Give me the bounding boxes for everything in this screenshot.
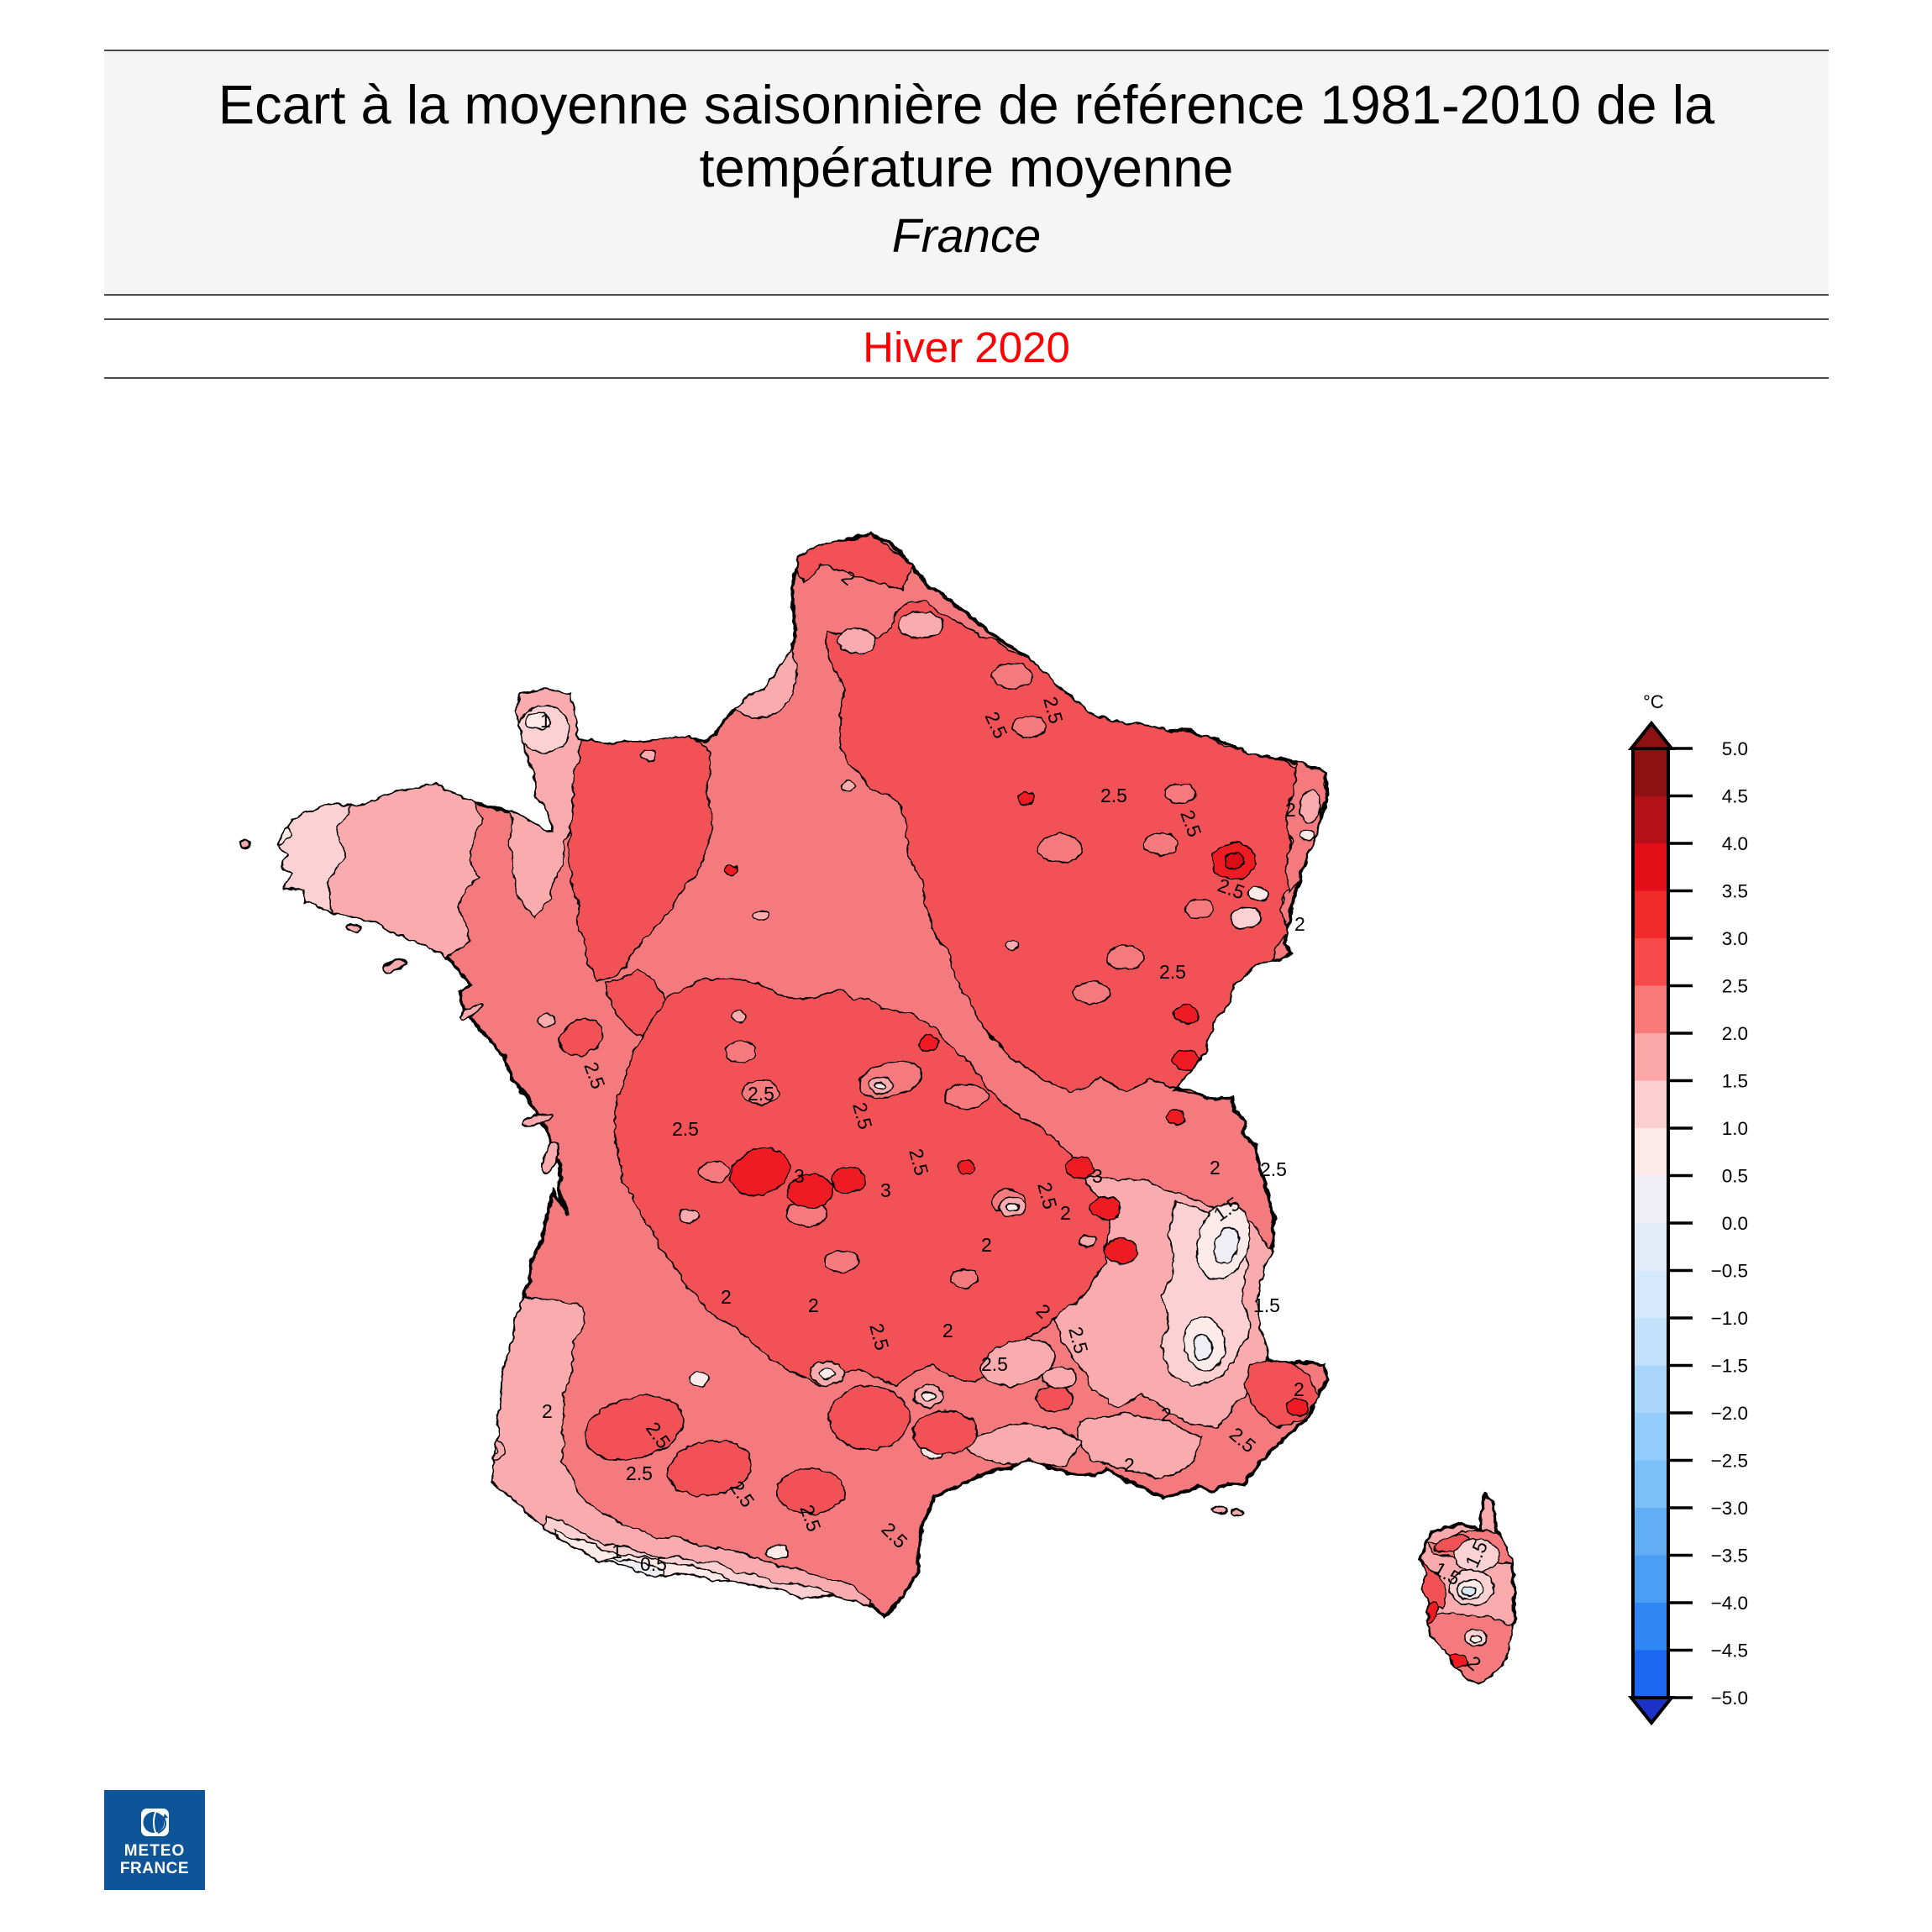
svg-text:2: 2 <box>981 1234 992 1256</box>
svg-text:3: 3 <box>794 1165 805 1187</box>
svg-text:−2.5: −2.5 <box>1711 1451 1748 1472</box>
svg-text:2.5: 2.5 <box>748 1083 774 1105</box>
svg-text:−3.0: −3.0 <box>1711 1498 1748 1519</box>
svg-text:2: 2 <box>721 1286 732 1308</box>
svg-text:4.5: 4.5 <box>1722 786 1748 807</box>
svg-text:1: 1 <box>540 710 551 732</box>
svg-text:2: 2 <box>1294 913 1305 935</box>
svg-text:°C: °C <box>1643 691 1664 712</box>
svg-text:2.5: 2.5 <box>626 1462 653 1484</box>
svg-text:2.5: 2.5 <box>1159 961 1186 983</box>
svg-text:1.5: 1.5 <box>1253 1294 1280 1316</box>
svg-text:3.5: 3.5 <box>1722 881 1748 902</box>
svg-text:1.0: 1.0 <box>1722 1118 1748 1139</box>
svg-text:2: 2 <box>1210 1157 1221 1179</box>
svg-text:−3.5: −3.5 <box>1711 1546 1748 1567</box>
svg-text:−2.0: −2.0 <box>1711 1403 1748 1424</box>
svg-text:2.0: 2.0 <box>1722 1023 1748 1044</box>
svg-text:0.0: 0.0 <box>1722 1213 1748 1234</box>
svg-text:2.5: 2.5 <box>672 1118 699 1140</box>
svg-text:2: 2 <box>1161 1404 1172 1425</box>
svg-text:1: 1 <box>612 1541 622 1562</box>
svg-text:2: 2 <box>942 1320 953 1341</box>
svg-text:3: 3 <box>1092 1165 1103 1187</box>
svg-text:3: 3 <box>880 1179 891 1201</box>
svg-text:2: 2 <box>1285 799 1296 821</box>
svg-text:−4.0: −4.0 <box>1711 1593 1748 1614</box>
svg-text:2.5: 2.5 <box>981 1353 1008 1375</box>
svg-text:2: 2 <box>1294 1378 1305 1400</box>
svg-text:2: 2 <box>808 1294 819 1316</box>
svg-text:2.5: 2.5 <box>1260 1158 1287 1180</box>
svg-text:3.0: 3.0 <box>1722 928 1748 949</box>
svg-text:2: 2 <box>1124 1454 1135 1476</box>
svg-text:5.0: 5.0 <box>1722 738 1748 759</box>
svg-text:2.5: 2.5 <box>1722 976 1748 997</box>
svg-text:−1.0: −1.0 <box>1711 1308 1748 1329</box>
svg-text:1.5: 1.5 <box>1722 1071 1748 1092</box>
svg-text:METEO: METEO <box>124 1842 186 1860</box>
svg-text:−0.5: −0.5 <box>1711 1261 1748 1282</box>
svg-text:−1.5: −1.5 <box>1711 1356 1748 1377</box>
svg-text:FRANCE: FRANCE <box>120 1860 189 1877</box>
svg-text:−4.5: −4.5 <box>1711 1641 1748 1662</box>
svg-text:2.5: 2.5 <box>1100 785 1127 806</box>
svg-text:2: 2 <box>542 1400 553 1422</box>
svg-text:2: 2 <box>1060 1202 1071 1224</box>
svg-text:0.5: 0.5 <box>1722 1166 1748 1187</box>
svg-text:4.0: 4.0 <box>1722 833 1748 854</box>
svg-text:0.5: 0.5 <box>640 1553 667 1575</box>
svg-text:−5.0: −5.0 <box>1711 1688 1748 1709</box>
